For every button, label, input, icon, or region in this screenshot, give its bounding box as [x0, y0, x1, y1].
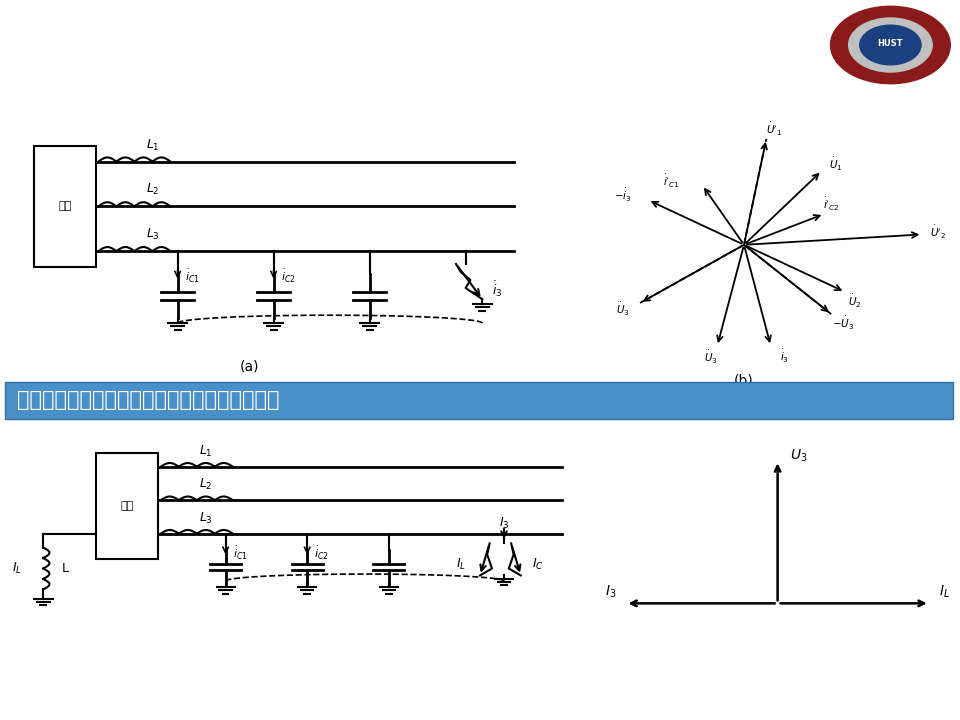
- Circle shape: [830, 6, 950, 84]
- Text: $\dot{i}_{C2}$: $\dot{i}_{C2}$: [281, 269, 296, 285]
- Text: $\dot{i}_{C2}$: $\dot{i}_{C2}$: [315, 544, 329, 562]
- Text: $L_2$: $L_2$: [200, 477, 213, 492]
- Text: $\dot{U}_3$: $\dot{U}_3$: [704, 349, 718, 366]
- Text: $L_3$: $L_3$: [146, 227, 160, 242]
- Bar: [34, 145, 96, 267]
- Text: $\dot{U}_3$: $\dot{U}_3$: [615, 301, 630, 318]
- Text: (a): (a): [240, 359, 259, 374]
- Text: 中性点諧振接地系统故障线路工频零序电流被补偿: 中性点諧振接地系统故障线路工频零序电流被补偿: [18, 657, 293, 678]
- Circle shape: [860, 25, 921, 65]
- FancyBboxPatch shape: [5, 382, 953, 419]
- Text: $\dot{i}_3$: $\dot{i}_3$: [780, 348, 789, 365]
- Bar: [96, 453, 158, 559]
- Text: 电源: 电源: [121, 500, 133, 510]
- Text: $-\dot{U}_3$: $-\dot{U}_3$: [832, 315, 854, 332]
- Text: $\dot{U}_2$: $\dot{U}_2$: [848, 292, 861, 310]
- Text: $U_3$: $U_3$: [790, 448, 807, 464]
- Text: $\dot{i}'_{C2}$: $\dot{i}'_{C2}$: [824, 197, 840, 213]
- Text: (b): (b): [734, 374, 754, 387]
- Text: 电源: 电源: [59, 202, 71, 212]
- Text: $I_L$: $I_L$: [939, 584, 949, 600]
- Text: $\dot{i}_{C1}$: $\dot{i}_{C1}$: [184, 269, 200, 285]
- Text: $I_L$: $I_L$: [12, 561, 22, 576]
- Circle shape: [828, 4, 953, 86]
- Text: $\dot{i}_{C1}$: $\dot{i}_{C1}$: [233, 544, 248, 562]
- Text: 新型非常规电信号量测: 新型非常规电信号量测: [19, 30, 252, 68]
- Text: $-\dot{i}_3$: $-\dot{i}_3$: [614, 187, 632, 204]
- Text: $\dot{U}'_2$: $\dot{U}'_2$: [929, 224, 946, 241]
- Text: $I_3$: $I_3$: [605, 584, 616, 600]
- Text: $\dot{i}'_{C1}$: $\dot{i}'_{C1}$: [663, 174, 680, 190]
- Text: HUST: HUST: [877, 39, 903, 48]
- Text: $I_3$: $I_3$: [498, 516, 510, 531]
- Text: $\dot{i}_3$: $\dot{i}_3$: [492, 280, 502, 300]
- Text: $\dot{U}'_1$: $\dot{U}'_1$: [766, 121, 781, 138]
- Text: $L_1$: $L_1$: [200, 444, 213, 459]
- Text: 中性点不接地系统故障线路工频零序电流幅值大: 中性点不接地系统故障线路工频零序电流幅值大: [17, 390, 279, 410]
- Text: $L_2$: $L_2$: [146, 182, 160, 197]
- Text: L: L: [61, 562, 68, 575]
- Text: 《电工技术学报》发布: 《电工技术学报》发布: [848, 699, 931, 714]
- Text: $I_L$: $I_L$: [456, 557, 466, 572]
- Text: $L_1$: $L_1$: [146, 138, 160, 153]
- Circle shape: [849, 18, 932, 72]
- Text: $\dot{U}_1$: $\dot{U}_1$: [828, 156, 842, 173]
- Text: $I_C$: $I_C$: [532, 557, 543, 572]
- Text: $L_3$: $L_3$: [200, 510, 213, 526]
